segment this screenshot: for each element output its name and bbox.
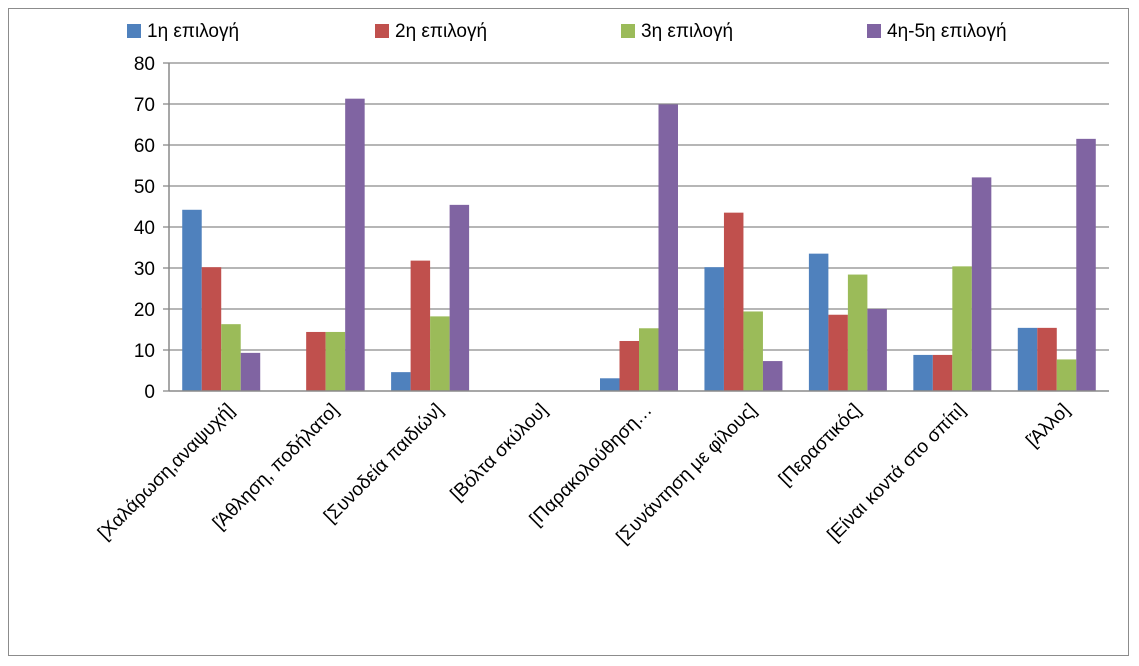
bar-4-8 (971, 177, 992, 391)
legend-label: 3η επιλογή (641, 21, 733, 42)
bar-4-2 (345, 98, 365, 392)
x-category-label: [Βόλτα σκύλου] (447, 400, 553, 506)
bar-4-6 (762, 361, 783, 391)
legend-label: 4η-5η επιλογή (887, 21, 1007, 42)
x-category-label: [Συνοδεία παιδιών] (320, 400, 448, 528)
bar-2-7 (828, 314, 848, 391)
y-tick-label: 20 (134, 300, 155, 321)
bar-4-5 (658, 104, 678, 391)
bar-3-5 (639, 328, 659, 391)
x-category-label: [Περαστικός] (775, 400, 866, 491)
bar-4-1 (240, 352, 261, 391)
bar-2-5 (619, 340, 639, 391)
bar-4-3 (449, 204, 470, 391)
y-tick-label: 30 (134, 259, 155, 280)
bar-2-6 (723, 212, 744, 391)
bar-3-1 (221, 324, 241, 391)
gridlines (169, 62, 1109, 351)
bar-3-6 (743, 311, 763, 391)
legend: 1η επιλογή 2η επιλογή 3η επιλογή 4η-5η επιλ… (127, 21, 1007, 42)
y-axis-ticks: 0 10 20 30 40 50 60 70 80 (134, 54, 155, 403)
bar-3-9 (1056, 359, 1077, 391)
bar-3-7 (847, 274, 868, 391)
legend-swatch (621, 24, 635, 38)
bar-3-3 (430, 316, 450, 391)
bar-1-5 (600, 378, 620, 391)
bar-2-1 (201, 267, 222, 391)
y-tick-label: 60 (134, 136, 155, 157)
bar-1-3 (391, 372, 411, 391)
y-tick-label: 70 (134, 95, 155, 116)
y-tick-label: 40 (134, 218, 155, 239)
bar-1-6 (704, 267, 724, 391)
y-tick-label: 10 (134, 341, 155, 362)
legend-label: 2η επιλογή (395, 21, 487, 42)
bar-3-8 (952, 266, 972, 391)
chart-frame: 1η επιλογή 2η επιλογή 3η επιλογή 4η-5η επιλ… (8, 8, 1129, 656)
x-category-label: [Άλλο] (1022, 400, 1074, 452)
bar-2-9 (1037, 327, 1057, 391)
y-tick-label: 0 (144, 382, 155, 403)
legend-label: 1η επιλογή (147, 21, 239, 42)
bar-1-8 (913, 354, 933, 391)
y-tick-label: 80 (134, 54, 155, 75)
bar-1-9 (1017, 327, 1038, 391)
bar-3-2 (325, 331, 346, 391)
bar-4-7 (867, 309, 887, 391)
legend-swatch (375, 24, 389, 38)
y-tick-label: 50 (134, 177, 155, 198)
bar-2-2 (306, 331, 326, 391)
bar-4-9 (1076, 138, 1096, 391)
legend-swatch (867, 24, 881, 38)
bars (182, 98, 1096, 392)
bar-chart: 1η επιλογή 2η επιλογή 3η επιλογή 4η-5η επιλ… (94, 21, 1109, 548)
legend-swatch (127, 24, 141, 38)
bar-2-3 (410, 260, 431, 391)
bar-2-8 (932, 354, 953, 391)
axes (163, 62, 1109, 392)
bar-1-7 (808, 253, 829, 391)
bar-1-1 (182, 209, 202, 391)
x-axis-categories: [Χαλάρωση,αναψυχή][Άθληση, ποδήλατο][Συν… (94, 400, 1074, 548)
